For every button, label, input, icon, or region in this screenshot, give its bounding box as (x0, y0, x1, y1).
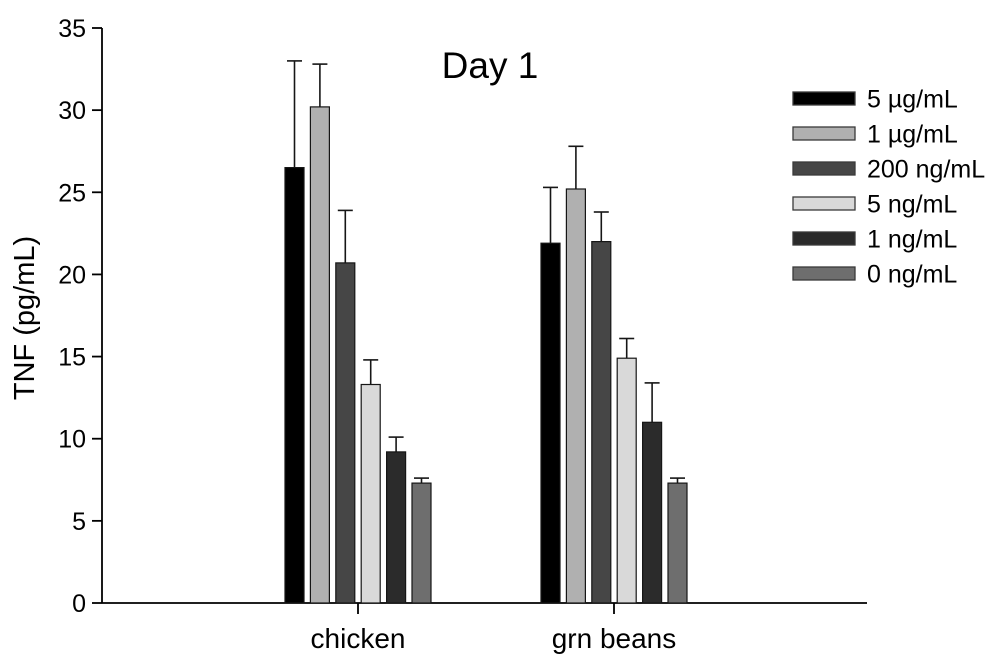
category-label-chicken: chicken (311, 623, 406, 654)
legend-swatch (792, 231, 856, 246)
y-tick-label: 30 (58, 97, 86, 125)
bar (616, 357, 637, 604)
bar (591, 241, 612, 604)
y-tick-label: 25 (58, 179, 86, 207)
bar (360, 383, 381, 604)
bar (411, 482, 432, 604)
y-axis-label: TNF (pg/mL) (9, 236, 41, 400)
bars-layer (284, 60, 688, 604)
y-tick-label: 0 (72, 590, 86, 618)
bar (284, 167, 305, 604)
legend-swatch (792, 196, 856, 211)
bar (540, 242, 561, 604)
axes-layer: 0 5 10 15 20 25 30 35 (58, 15, 867, 618)
bar (667, 482, 688, 604)
y-tick-label: 20 (58, 261, 86, 289)
legend-label: 1 ng/mL (867, 226, 957, 254)
legend: 5 µg/mL 1 µg/mL 200 ng/mL 5 ng/mL 1 ng/m… (792, 86, 985, 289)
bar (641, 421, 663, 604)
y-tick-label: 5 (72, 508, 86, 536)
legend-swatch (792, 91, 856, 106)
y-tick-label: 35 (58, 15, 86, 43)
bar (309, 106, 330, 604)
chart-title: Day 1 (442, 45, 539, 86)
legend-label: 5 µg/mL (867, 86, 958, 114)
legend-label: 0 ng/mL (867, 261, 957, 289)
bar (386, 451, 407, 604)
legend-label: 5 ng/mL (867, 191, 957, 219)
y-tick-label: 15 (58, 344, 86, 372)
legend-swatch (792, 161, 856, 176)
bar (565, 188, 587, 604)
legend-label: 1 µg/mL (867, 121, 958, 149)
bar (335, 262, 356, 604)
y-tick-label: 10 (58, 426, 86, 454)
legend-swatch (792, 266, 856, 281)
legend-label: 200 ng/mL (867, 156, 985, 184)
category-label-grn-beans: grn beans (552, 623, 677, 654)
legend-swatch (792, 126, 856, 141)
